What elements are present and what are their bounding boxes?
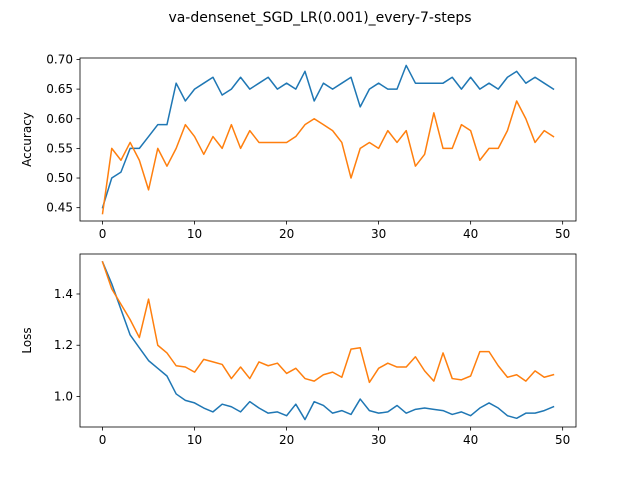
y-tick-label: 1.0 <box>54 390 73 404</box>
chart-panels: 0 10 20 30 40 50 0.45 0.50 0.55 0.60 0.65 0.70 Accur… <box>20 52 577 447</box>
x-tick-label: 50 <box>555 433 570 447</box>
y-tick-label: 0.65 <box>46 82 73 96</box>
x-tick-label: 0 <box>99 433 107 447</box>
x-tick-label: 40 <box>463 227 478 241</box>
series-line-2 <box>101 260 555 384</box>
x-tick-label: 30 <box>371 433 386 447</box>
chart-panel-1: 0 10 20 30 40 50 0.45 0.50 0.55 0.60 0.65 0.70 Accur… <box>20 52 577 241</box>
x-tick-label: 0 <box>99 227 107 241</box>
series-line-1 <box>101 260 555 421</box>
x-tick-label: 20 <box>279 227 294 241</box>
x-tick-label: 10 <box>187 227 202 241</box>
y-tick-label: 0.45 <box>46 201 73 215</box>
y-axis-label: Loss <box>20 327 34 353</box>
y-tick-label: 1.2 <box>54 338 73 352</box>
axes-frame <box>79 57 577 222</box>
x-tick-label: 40 <box>463 433 478 447</box>
series-line-2 <box>101 100 555 215</box>
x-tick-label: 10 <box>187 433 202 447</box>
y-tick-label: 0.55 <box>46 141 73 155</box>
y-tick-label: 0.60 <box>46 112 73 126</box>
axes-frame <box>79 253 577 428</box>
y-tick-label: 0.70 <box>46 52 73 66</box>
x-tick-label: 50 <box>555 227 570 241</box>
y-axis-label: Accuracy <box>20 112 34 167</box>
figure-title: va-densenet_SGD_LR(0.001)_every-7-steps <box>168 10 471 26</box>
x-tick-label: 20 <box>279 433 294 447</box>
chart-panel-2: 0 10 20 30 40 50 1.0 1.2 1.4 Loss <box>20 253 577 447</box>
y-tick-label: 0.50 <box>46 171 73 185</box>
x-tick-label: 30 <box>371 227 386 241</box>
series-line-1 <box>101 64 555 209</box>
y-tick-label: 1.4 <box>54 287 73 301</box>
